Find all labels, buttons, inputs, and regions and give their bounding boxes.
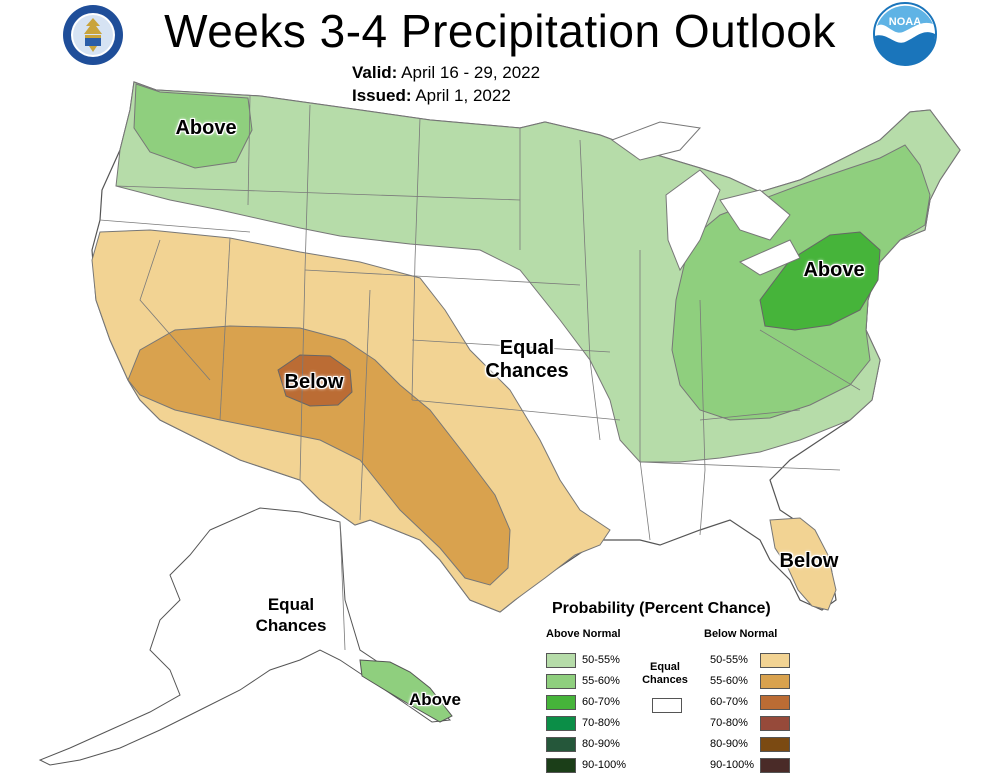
noaa-text: NOAA xyxy=(889,16,921,28)
alaska-outline xyxy=(38,507,452,766)
legend-below-label: 70-80% xyxy=(710,717,748,729)
valid-value: April 16 - 29, 2022 xyxy=(401,63,541,82)
legend-below-label: 80-90% xyxy=(710,738,748,750)
legend-above-label: 80-90% xyxy=(582,738,620,750)
valid-dates: Valid: April 16 - 29, 2022 xyxy=(352,63,540,83)
legend-below-swatch xyxy=(760,716,790,731)
legend-equal-chances-label: Equal Chances xyxy=(642,661,688,686)
legend-below-swatch xyxy=(760,674,790,689)
state-borders xyxy=(99,95,861,541)
legend-above-swatch xyxy=(546,758,576,773)
legend-above-swatch xyxy=(546,737,576,752)
legend-below-swatch xyxy=(760,758,790,773)
legend-above-swatch xyxy=(546,716,576,731)
legend-above-label: 60-70% xyxy=(582,696,620,708)
label-equal-chances-alaska: Equal Chances xyxy=(255,595,327,635)
legend-below-label: 90-100% xyxy=(710,759,755,771)
label-below-florida: Below xyxy=(779,550,839,572)
valid-label: Valid: xyxy=(352,63,398,82)
legend-below-label: 50-55% xyxy=(710,654,748,666)
label-above-northeast: Above xyxy=(803,259,865,281)
legend-below-swatch xyxy=(760,737,790,752)
great-lakes xyxy=(610,121,701,161)
legend-above-label: 70-80% xyxy=(582,717,620,729)
alaska-above-panhandle xyxy=(359,659,453,723)
label-equal-chances-plains: Equal Chances xyxy=(485,337,569,382)
below-50-55-florida xyxy=(769,517,837,611)
legend-below-swatch xyxy=(760,695,790,710)
below-55-60-southwest xyxy=(127,325,511,586)
legend-title: Probability (Percent Chance) xyxy=(552,600,771,617)
legend-below-label: 60-70% xyxy=(710,696,748,708)
below-60-70-core xyxy=(277,354,353,407)
legend-above-label: 50-55% xyxy=(582,654,620,666)
legend-above-swatch xyxy=(546,653,576,668)
issued-value: April 1, 2022 xyxy=(415,86,511,105)
legend-equal-chances-swatch xyxy=(652,698,682,713)
page-title: Weeks 3-4 Precipitation Outlook xyxy=(164,5,836,57)
issued-date: Issued: April 1, 2022 xyxy=(352,86,511,106)
legend-above-label: 90-100% xyxy=(582,759,627,771)
legend-below-swatch xyxy=(760,653,790,668)
legend-below-label: 55-60% xyxy=(710,675,748,687)
legend-above-label: 55-60% xyxy=(582,675,620,687)
legend-above-header: Above Normal xyxy=(546,628,621,640)
label-below-southwest: Below xyxy=(284,371,344,393)
legend-below-header: Below Normal xyxy=(704,628,778,640)
legend-above-swatch xyxy=(546,674,576,689)
noaa-logo: NOAA xyxy=(873,2,937,71)
label-above-northwest: Above xyxy=(175,117,237,139)
above-60-70-east xyxy=(759,231,881,331)
label-above-alaska: Above xyxy=(409,690,461,709)
issued-label: Issued: xyxy=(352,86,412,105)
above-55-60-northwest xyxy=(133,83,253,169)
commerce-seal-logo xyxy=(62,4,124,71)
legend-above-swatch xyxy=(546,695,576,710)
